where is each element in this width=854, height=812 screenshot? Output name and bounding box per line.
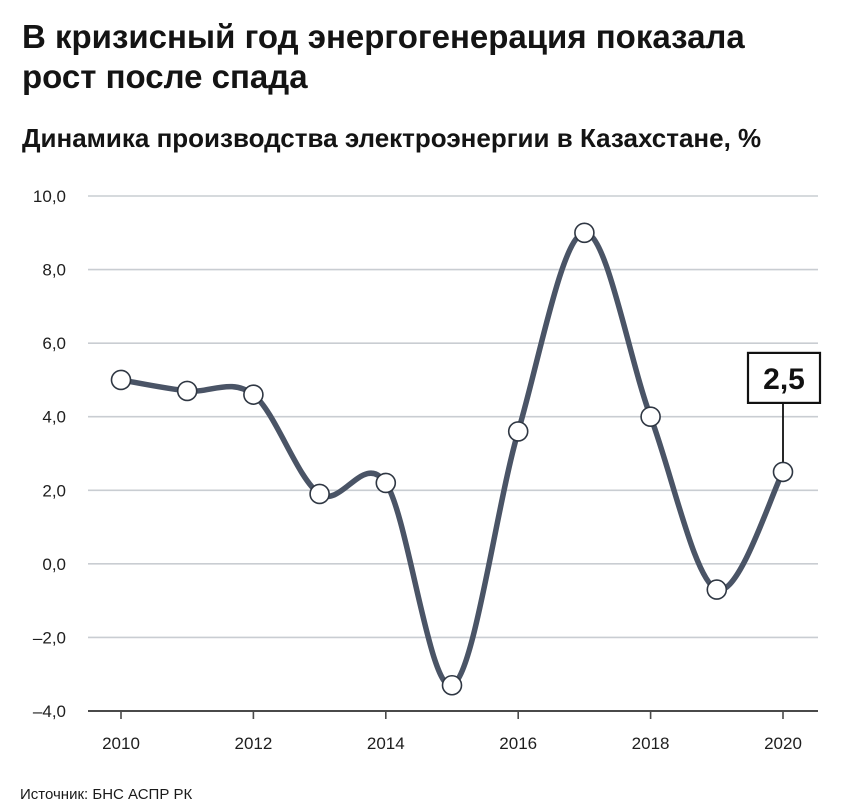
data-point	[243, 384, 264, 405]
y-tick-label: 8,0	[42, 261, 66, 280]
data-points-group	[110, 222, 794, 696]
source-note: Источник: БНС АСПР РК	[20, 786, 193, 803]
y-tick-label: –2,0	[33, 628, 66, 647]
x-tick-label: 2010	[102, 734, 140, 753]
x-tick-label: 2016	[499, 734, 537, 753]
data-point	[309, 483, 330, 505]
chart-title: В кризисный год энергогенерация показала…	[22, 18, 745, 95]
callout-box	[746, 351, 822, 404]
data-point	[507, 421, 529, 442]
y-tick-labels-group: 10,0 8,0 6,0 4,0 2,0 0,0 –2,0 –4,0	[33, 187, 66, 721]
value-callout: 2,5	[746, 351, 822, 462]
callout-label: 2,5	[763, 363, 805, 396]
x-axis-group	[88, 710, 818, 719]
x-tick-label: 2020	[764, 734, 802, 753]
x-tick-label: 2012	[234, 734, 272, 753]
data-point	[176, 380, 198, 402]
y-tick-label: 4,0	[42, 408, 66, 427]
y-tick-label: 10,0	[33, 187, 66, 206]
gridlines-group	[88, 195, 818, 639]
y-tick-label: –4,0	[33, 702, 66, 721]
x-tick-label: 2018	[632, 734, 670, 753]
series-line	[118, 230, 786, 689]
data-point	[441, 674, 463, 696]
x-tick-labels-group: 2010 2012 2014 2016 2018 2020	[102, 734, 802, 753]
data-point	[375, 472, 397, 494]
y-tick-label: 6,0	[42, 334, 66, 353]
y-tick-label: 2,0	[42, 481, 66, 500]
data-point	[640, 406, 661, 428]
x-tick-label: 2014	[367, 734, 405, 753]
chart-subtitle: Динамика производства электроэнергии в К…	[22, 123, 762, 153]
data-point	[706, 579, 728, 600]
y-tick-label: 0,0	[42, 555, 66, 574]
data-point	[772, 461, 794, 483]
data-point	[110, 369, 132, 391]
data-point	[574, 222, 595, 244]
